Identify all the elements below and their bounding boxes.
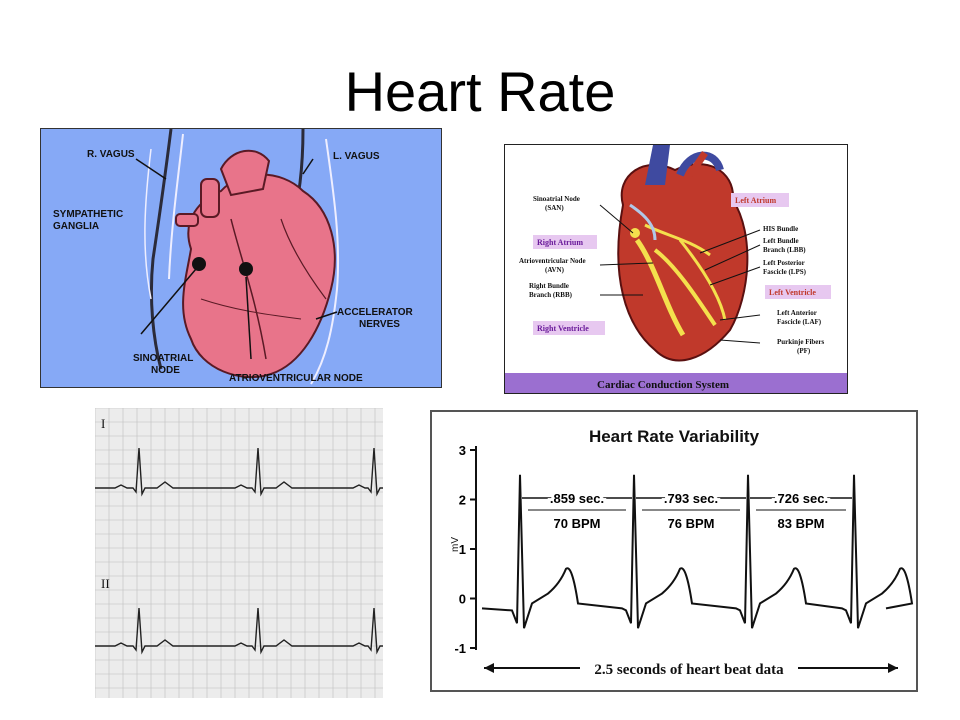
label-avn-abbr: (AVN) bbox=[545, 266, 565, 274]
ecg-trace-lead-1 bbox=[95, 447, 383, 497]
ecg-strip-figure: I II bbox=[95, 408, 383, 698]
label-l-vagus: L. VAGUS bbox=[333, 151, 380, 162]
lead-label-2: II bbox=[101, 576, 110, 591]
label-r-vagus: R. VAGUS bbox=[87, 149, 135, 160]
label-rbb: Right Bundle bbox=[529, 282, 569, 290]
label-lbb-abbr: Branch (LBB) bbox=[763, 246, 806, 254]
lead-label-1: I bbox=[101, 416, 105, 431]
label-lps-abbr: Fascicle (LPS) bbox=[763, 268, 807, 276]
label-pf-abbr: (PF) bbox=[797, 347, 811, 355]
label-lps: Left Posterior bbox=[763, 259, 805, 267]
interval-seconds-label: .793 sec. bbox=[664, 491, 718, 506]
y-axis-label: mV bbox=[450, 537, 461, 552]
label-avn: Atrioventricular Node bbox=[519, 257, 586, 265]
interval-bpm-label: 76 BPM bbox=[668, 516, 715, 531]
heart-innervation-figure: R. VAGUS L. VAGUS SYMPATHETIC GANGLIA AC… bbox=[40, 128, 442, 388]
label-accelerator: ACCELERATOR bbox=[337, 307, 414, 318]
heart-shape bbox=[182, 173, 336, 379]
label-laf: Left Anterior bbox=[777, 309, 817, 317]
label-ganglia: GANGLIA bbox=[53, 221, 99, 232]
label-av-node: ATRIOVENTRICULAR NODE bbox=[229, 373, 363, 384]
label-san-abbr: (SAN) bbox=[545, 204, 564, 212]
y-tick-label: 2 bbox=[459, 493, 466, 508]
heart-innervation-drawing: R. VAGUS L. VAGUS SYMPATHETIC GANGLIA AC… bbox=[53, 129, 414, 385]
interval-seconds-label: .726 sec. bbox=[774, 491, 828, 506]
label-laf-abbr: Fascicle (LAF) bbox=[777, 318, 822, 326]
label-lbb: Left Bundle bbox=[763, 237, 799, 245]
conduction-drawing: Sinoatrial Node (SAN) Right Atrium Atrio… bbox=[505, 145, 847, 393]
conduction-system-figure: Sinoatrial Node (SAN) Right Atrium Atrio… bbox=[504, 144, 848, 394]
label-rbb-abbr: Branch (RBB) bbox=[529, 291, 573, 299]
caption-text: Cardiac Conduction System bbox=[597, 379, 729, 391]
y-tick-label: 3 bbox=[459, 443, 466, 458]
y-tick-label: 0 bbox=[459, 592, 466, 607]
slide-title: Heart Rate bbox=[344, 60, 616, 123]
ecg-trace-lead-2 bbox=[95, 607, 383, 655]
y-tick-label: 1 bbox=[459, 542, 466, 557]
label-right-atrium: Right Atrium bbox=[537, 238, 583, 247]
label-sympathetic: SYMPATHETIC bbox=[53, 209, 123, 220]
interval-seconds-label: .859 sec. bbox=[550, 491, 604, 506]
hrv-chart: Heart Rate Variability mV 3 2 1 0 -1 .859 se… bbox=[430, 410, 918, 692]
hrv-trace bbox=[481, 474, 914, 629]
interval-bpm-label: 83 BPM bbox=[778, 516, 825, 531]
chart-title: Heart Rate Variability bbox=[589, 427, 760, 446]
label-san: Sinoatrial Node bbox=[533, 195, 580, 203]
label-right-ventricle: Right Ventricle bbox=[537, 324, 589, 333]
interval-bpm-label: 70 BPM bbox=[554, 516, 601, 531]
footer-text: 2.5 seconds of heart beat data bbox=[594, 662, 784, 678]
label-his: HIS Bundle bbox=[763, 225, 798, 233]
label-nerves: NERVES bbox=[359, 319, 400, 330]
ecg-grid: I II bbox=[95, 408, 383, 698]
label-sinoatrial: SINOATRIAL bbox=[133, 353, 193, 364]
label-left-atrium: Left Atrium bbox=[735, 196, 776, 205]
label-left-ventricle: Left Ventricle bbox=[769, 288, 816, 297]
label-pf: Purkinje Fibers bbox=[777, 338, 825, 346]
label-sinoatrial-node: NODE bbox=[151, 365, 180, 376]
caption-bar bbox=[505, 373, 847, 393]
y-tick-label: -1 bbox=[454, 641, 466, 656]
hrv-chart-svg: Heart Rate Variability mV 3 2 1 0 -1 .859 se… bbox=[450, 427, 914, 678]
